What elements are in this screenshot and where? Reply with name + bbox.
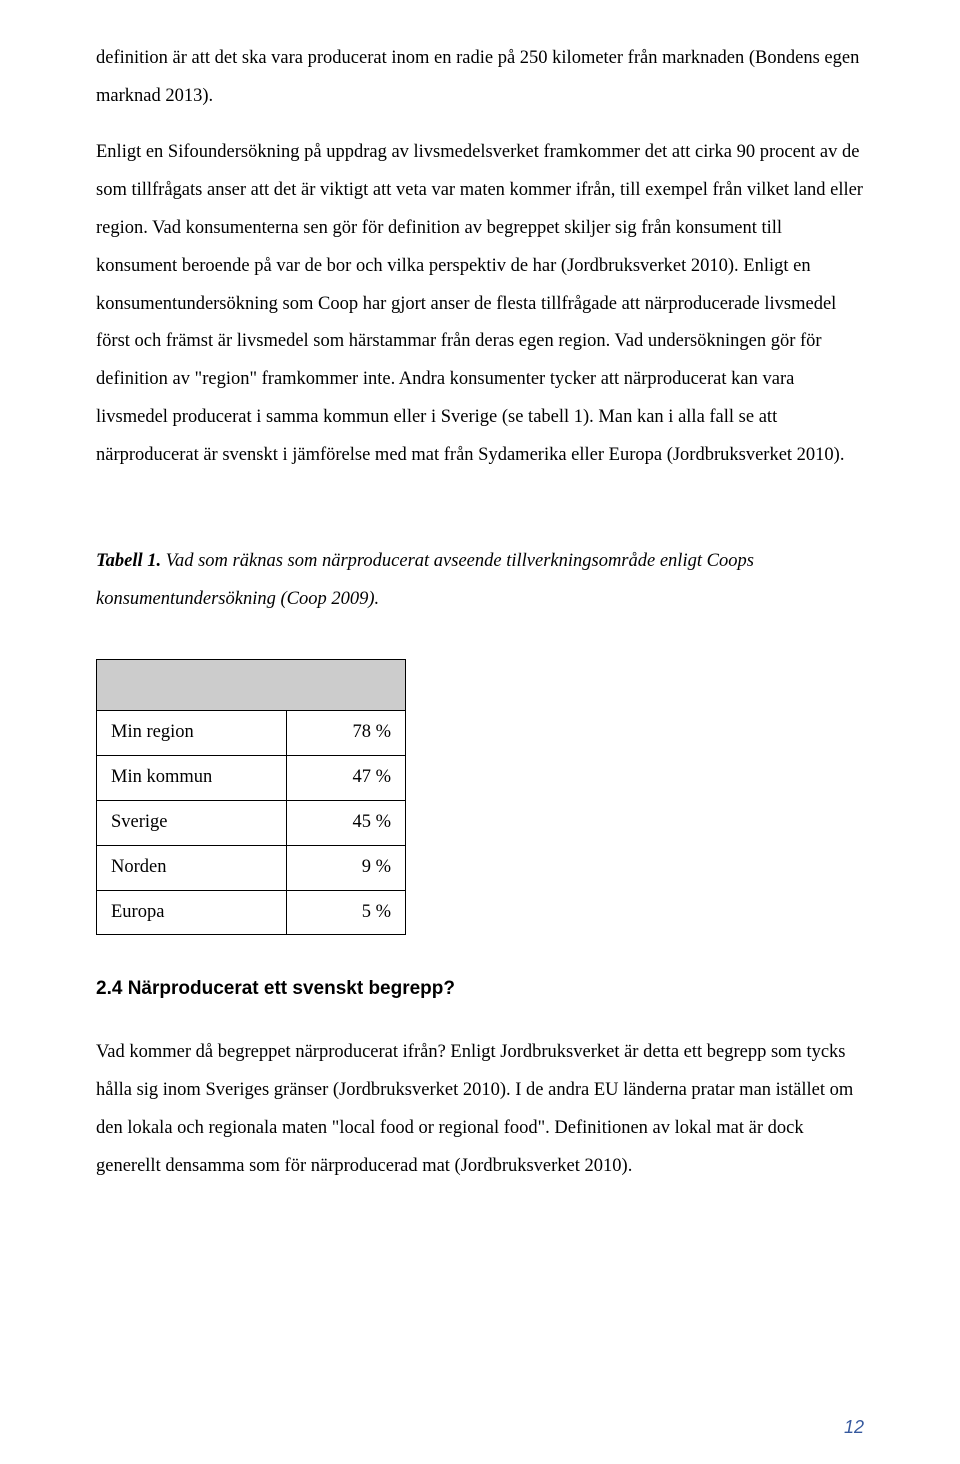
table-cell-label: Min kommun bbox=[97, 755, 287, 800]
table-header-cell bbox=[97, 659, 406, 710]
table-cell-label: Min region bbox=[97, 710, 287, 755]
paragraph-3: Vad kommer då begreppet närproducerat if… bbox=[96, 1034, 864, 1186]
table-cell-value: 78 % bbox=[287, 710, 406, 755]
table-row: Europa 5 % bbox=[97, 890, 406, 935]
spacer bbox=[96, 619, 864, 659]
spacer bbox=[96, 1004, 864, 1034]
table-row: Min kommun 47 % bbox=[97, 755, 406, 800]
table-cell-value: 5 % bbox=[287, 890, 406, 935]
table-cell-value: 9 % bbox=[287, 845, 406, 890]
paragraph-1: definition är att det ska vara producera… bbox=[96, 40, 864, 116]
table-caption-label: Tabell 1. bbox=[96, 551, 161, 571]
table-row: Sverige 45 % bbox=[97, 800, 406, 845]
page-number: 12 bbox=[844, 1417, 864, 1438]
spacer bbox=[96, 475, 864, 543]
table-header-row bbox=[97, 659, 406, 710]
table-cell-value: 47 % bbox=[287, 755, 406, 800]
spacer bbox=[96, 935, 864, 975]
table-caption-text: Vad som räknas som närproducerat avseend… bbox=[96, 551, 754, 609]
table-cell-label: Sverige bbox=[97, 800, 287, 845]
table-caption: Tabell 1. Vad som räknas som närproducer… bbox=[96, 543, 864, 619]
table-cell-label: Europa bbox=[97, 890, 287, 935]
paragraph-2-container: Enligt en Sifoundersökning på uppdrag av… bbox=[96, 134, 864, 475]
paragraph-1-container: definition är att det ska vara producera… bbox=[96, 40, 864, 116]
paragraph-2: Enligt en Sifoundersökning på uppdrag av… bbox=[96, 134, 864, 475]
table-row: Min region 78 % bbox=[97, 710, 406, 755]
paragraph-3-container: Vad kommer då begreppet närproducerat if… bbox=[96, 1034, 864, 1186]
table-cell-value: 45 % bbox=[287, 800, 406, 845]
page: definition är att det ska vara producera… bbox=[0, 0, 960, 1464]
table-cell-label: Norden bbox=[97, 845, 287, 890]
spacer bbox=[96, 116, 864, 134]
table-row: Norden 9 % bbox=[97, 845, 406, 890]
data-table: Min region 78 % Min kommun 47 % Sverige … bbox=[96, 659, 406, 935]
section-heading: 2.4 Närproducerat ett svenskt begrepp? bbox=[96, 975, 864, 1004]
